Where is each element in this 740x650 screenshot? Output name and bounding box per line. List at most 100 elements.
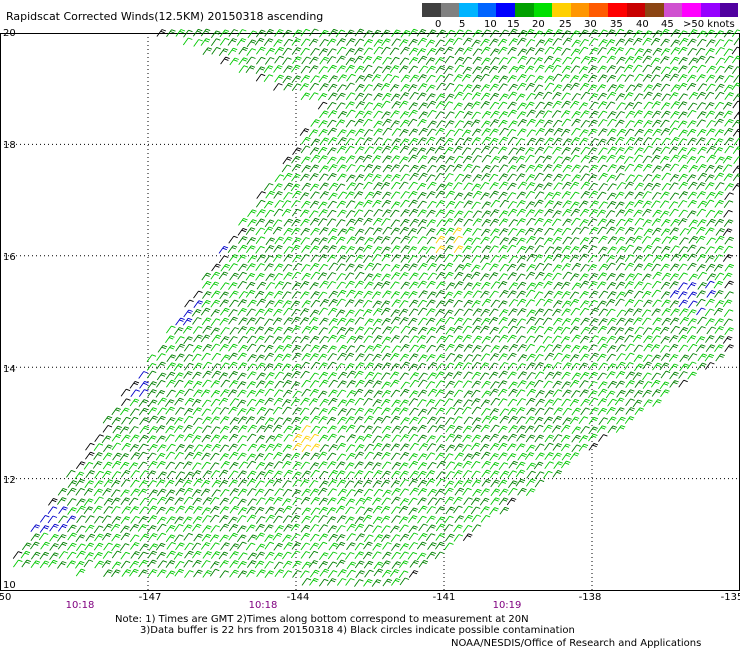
wind-barb	[174, 372, 184, 381]
wind-barb	[409, 344, 419, 353]
wind-barb	[391, 461, 402, 470]
wind-barb	[427, 407, 437, 415]
wind-barb	[237, 227, 248, 236]
wind-barb	[714, 191, 724, 199]
wind-barb	[354, 407, 365, 416]
wind-barb	[417, 462, 428, 470]
wind-barb	[525, 164, 535, 173]
wind-barb	[245, 289, 256, 298]
wind-barb	[517, 371, 528, 379]
wind-barb	[517, 354, 528, 362]
wind-barb	[579, 237, 590, 245]
wind-barb	[273, 183, 283, 191]
wind-barb	[669, 227, 679, 236]
wind-barb	[274, 29, 284, 37]
wind-barb	[372, 497, 382, 506]
wind-barb	[660, 263, 670, 272]
wind-barb	[202, 515, 212, 523]
wind-barb	[139, 425, 150, 434]
wind-barb	[562, 200, 572, 208]
wind-barb	[247, 534, 257, 543]
wind-barb	[607, 183, 617, 191]
wind-barb	[678, 191, 689, 199]
wind-barb	[130, 515, 140, 524]
wind-barb	[471, 380, 481, 389]
wind-barb	[661, 317, 671, 326]
wind-barb	[587, 245, 598, 254]
wind-barb	[598, 29, 608, 38]
wind-barb	[363, 327, 374, 335]
wind-barb	[632, 64, 643, 73]
wind-barb	[345, 552, 355, 560]
wind-barb	[652, 246, 662, 254]
wind-barb	[525, 174, 536, 182]
wind-barb	[498, 164, 509, 173]
wind-barb	[515, 469, 526, 478]
wind-barb	[94, 470, 104, 479]
wind-barb	[389, 84, 400, 92]
wind-barb	[282, 444, 293, 453]
wind-barb	[272, 219, 283, 228]
wind-barb	[688, 29, 698, 37]
wind-barb	[606, 192, 617, 201]
wind-barb	[362, 55, 373, 64]
wind-barb	[499, 362, 509, 370]
wind-barb	[454, 452, 464, 461]
wind-barb	[552, 137, 563, 146]
wind-barb	[534, 479, 545, 488]
wind-barb	[283, 425, 293, 434]
wind-barb	[588, 155, 598, 164]
wind-barb	[453, 335, 464, 344]
wind-barb	[309, 245, 320, 254]
wind-barb	[462, 479, 473, 488]
wind-barb	[516, 218, 526, 226]
wind-barb	[354, 264, 364, 272]
wind-barb	[453, 399, 463, 407]
wind-barb	[274, 281, 285, 289]
wind-barb	[598, 235, 608, 244]
wind-barb	[498, 46, 508, 55]
wind-barb	[354, 370, 364, 379]
wind-barb	[643, 253, 653, 262]
wind-barb	[283, 192, 293, 200]
wind-barb	[525, 343, 535, 352]
wind-barb	[381, 317, 391, 326]
wind-barb	[345, 48, 355, 56]
wind-barb	[165, 524, 176, 533]
wind-barb	[264, 534, 274, 543]
wind-barb	[364, 281, 374, 290]
wind-barb	[390, 534, 401, 542]
wind-barb	[120, 489, 130, 498]
wind-barb	[362, 496, 373, 505]
wind-barb	[561, 118, 571, 127]
wind-barb	[525, 416, 535, 424]
wind-barb	[580, 190, 590, 199]
wind-barb	[499, 415, 510, 424]
wind-barb	[93, 525, 104, 534]
wind-barb	[661, 110, 671, 119]
wind-barb	[715, 228, 726, 236]
wind-barb	[435, 39, 445, 48]
wind-barb	[138, 515, 148, 524]
wind-barb	[516, 200, 526, 208]
wind-barb	[218, 551, 229, 560]
wind-barb	[480, 65, 491, 74]
wind-barb	[120, 407, 130, 416]
wind-barb	[641, 309, 652, 318]
wind-barb	[526, 309, 536, 318]
wind-barb	[453, 74, 463, 82]
wind-barb	[237, 435, 247, 443]
wind-barb	[606, 281, 617, 290]
wind-barb	[426, 236, 437, 245]
wind-barb	[651, 308, 661, 317]
wind-barb	[470, 442, 481, 451]
wind-barb	[535, 390, 545, 398]
wind-barb	[228, 523, 239, 532]
wind-barb	[193, 389, 203, 398]
wind-barb	[219, 570, 229, 578]
wind-barb	[327, 479, 338, 487]
wind-barb	[670, 136, 680, 145]
wind-barb	[472, 174, 483, 182]
wind-barb	[489, 128, 499, 137]
wind-barb	[578, 416, 589, 424]
